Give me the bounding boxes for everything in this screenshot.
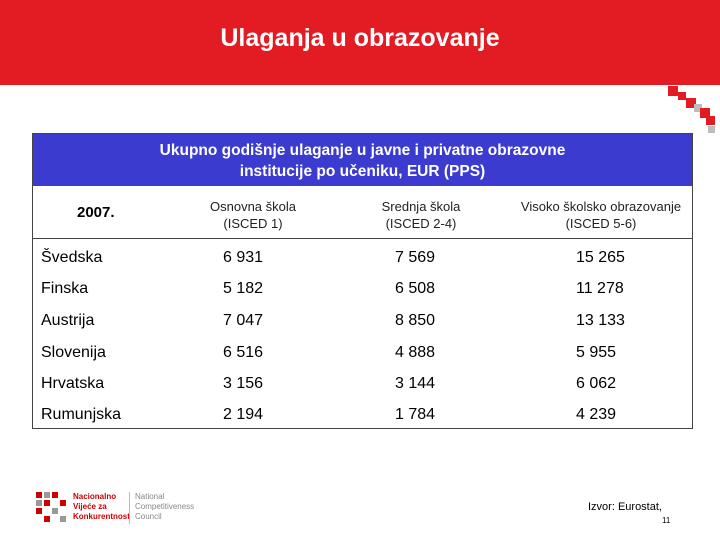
council-logo: Nacionalno Vijeće za Konkurentnost Nationa… <box>36 492 236 528</box>
logo-text-croatian: Nacionalno Vijeće za Konkurentnost <box>73 492 130 521</box>
row-value-primary: 5 182 <box>223 280 264 297</box>
table-row: Austrija 7 047 8 850 13 133 <box>33 305 692 336</box>
row-value-tertiary: 6 062 <box>576 375 617 392</box>
row-value-tertiary: 5 955 <box>576 344 617 361</box>
table-row: Finska 5 182 6 508 11 278 <box>33 273 692 304</box>
row-country: Rumunjska <box>41 406 122 423</box>
row-value-primary: 2 194 <box>223 406 264 423</box>
row-value-primary: 6 931 <box>223 249 264 266</box>
row-country: Švedska <box>41 249 103 266</box>
column-header-tertiary: Visoko školsko obrazovanje (ISCED 5-6) <box>520 199 682 231</box>
row-value-secondary: 8 850 <box>395 312 436 329</box>
column-header-primary: Osnovna škola (ISCED 1) <box>210 199 296 231</box>
logo-text-english: National Competitiveness Council <box>135 492 195 521</box>
row-value-tertiary: 4 239 <box>576 406 617 423</box>
slide-header: Ulaganja u obrazovanje <box>0 0 720 85</box>
row-value-primary: 6 516 <box>223 344 264 361</box>
table-banner: Ukupno godišnje ulaganje u javne i priva… <box>33 134 692 186</box>
table-row: Rumunjska 2 194 1 784 4 239 <box>33 399 692 430</box>
table-row: Švedska 6 931 7 569 15 265 <box>33 242 692 273</box>
row-country: Finska <box>41 280 89 297</box>
investment-table: Ukupno godišnje ulaganje u javne i priva… <box>32 133 693 429</box>
row-value-secondary: 4 888 <box>395 344 436 361</box>
row-value-primary: 7 047 <box>223 312 264 329</box>
council-logo-icon <box>36 492 66 522</box>
table-row: Slovenija 6 516 4 888 5 955 <box>33 337 692 368</box>
row-value-tertiary: 11 278 <box>576 280 624 297</box>
slide-title: Ulaganja u obrazovanje <box>220 24 500 52</box>
table-row: Hrvatska 3 156 3 144 6 062 <box>33 368 692 399</box>
row-country: Austrija <box>41 312 95 329</box>
row-value-tertiary: 15 265 <box>576 249 625 266</box>
row-value-tertiary: 13 133 <box>576 312 625 329</box>
banner-line-2: institucije po učeniku, EUR (PPS) <box>239 163 486 180</box>
source-note: Izvor: Eurostat, <box>588 501 662 513</box>
row-country: Slovenija <box>41 344 106 361</box>
year-label: 2007. <box>77 204 115 221</box>
banner-line-1: Ukupno godišnje ulaganje u javne i priva… <box>159 142 566 159</box>
table-header-row: 2007. Osnovna škola (ISCED 1) Srednja ško… <box>33 186 692 239</box>
row-value-secondary: 1 784 <box>395 406 436 423</box>
column-header-secondary: Srednja škola (ISCED 2-4) <box>381 199 461 231</box>
row-value-primary: 3 156 <box>223 375 264 392</box>
row-country: Hrvatska <box>41 375 105 392</box>
row-value-secondary: 6 508 <box>395 280 436 297</box>
page-number: 11 <box>662 516 671 525</box>
row-value-secondary: 3 144 <box>395 375 436 392</box>
row-value-secondary: 7 569 <box>395 249 436 266</box>
logo-divider <box>129 492 130 524</box>
